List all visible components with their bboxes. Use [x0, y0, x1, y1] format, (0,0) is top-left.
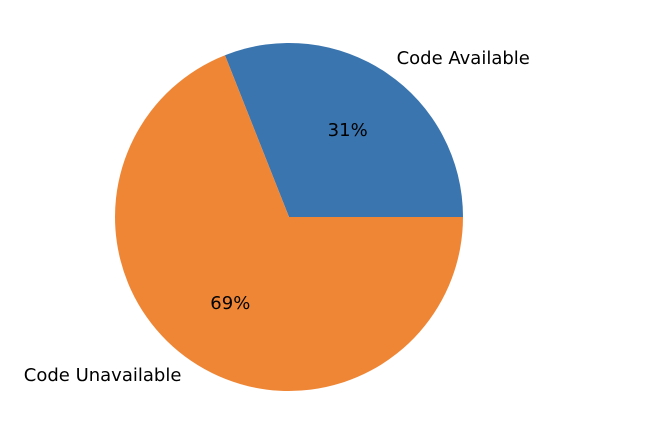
pie-slice-code-unavailable — [114, 55, 464, 392]
pie-percent-label: 69% — [210, 293, 250, 314]
pie-labels: 31% Code Available 69% Code Unavailable — [24, 48, 530, 386]
pie-slices — [114, 43, 464, 392]
pie-category-label: Code Available — [397, 48, 530, 69]
pie-category-label: Code Unavailable — [24, 365, 182, 386]
pie-percent-label: 31% — [328, 120, 368, 141]
pie-slice-code-available — [224, 43, 463, 218]
